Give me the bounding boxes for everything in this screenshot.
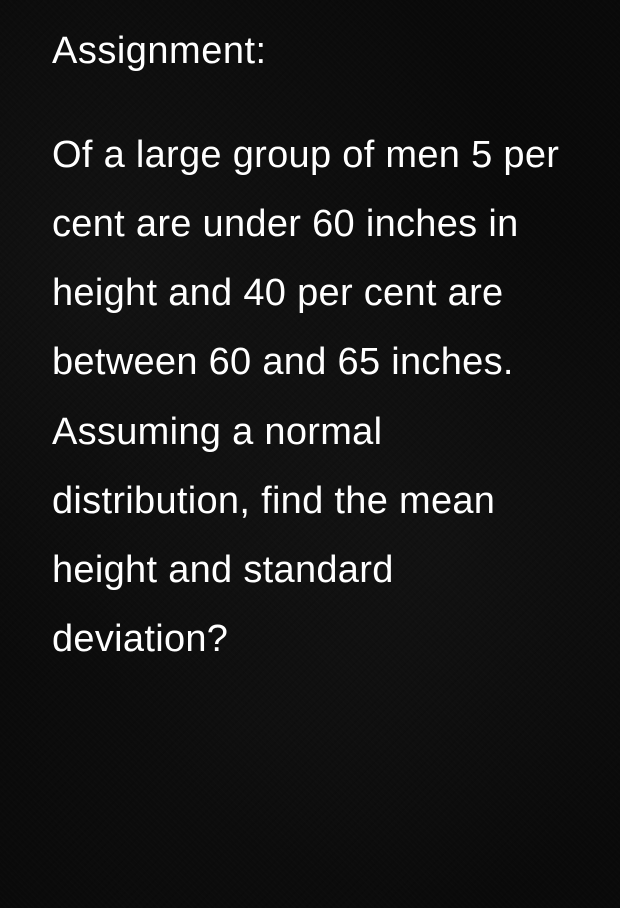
assignment-body: Of a large group of men 5 per cent are u…: [52, 121, 578, 674]
assignment-heading: Assignment:: [52, 30, 578, 73]
